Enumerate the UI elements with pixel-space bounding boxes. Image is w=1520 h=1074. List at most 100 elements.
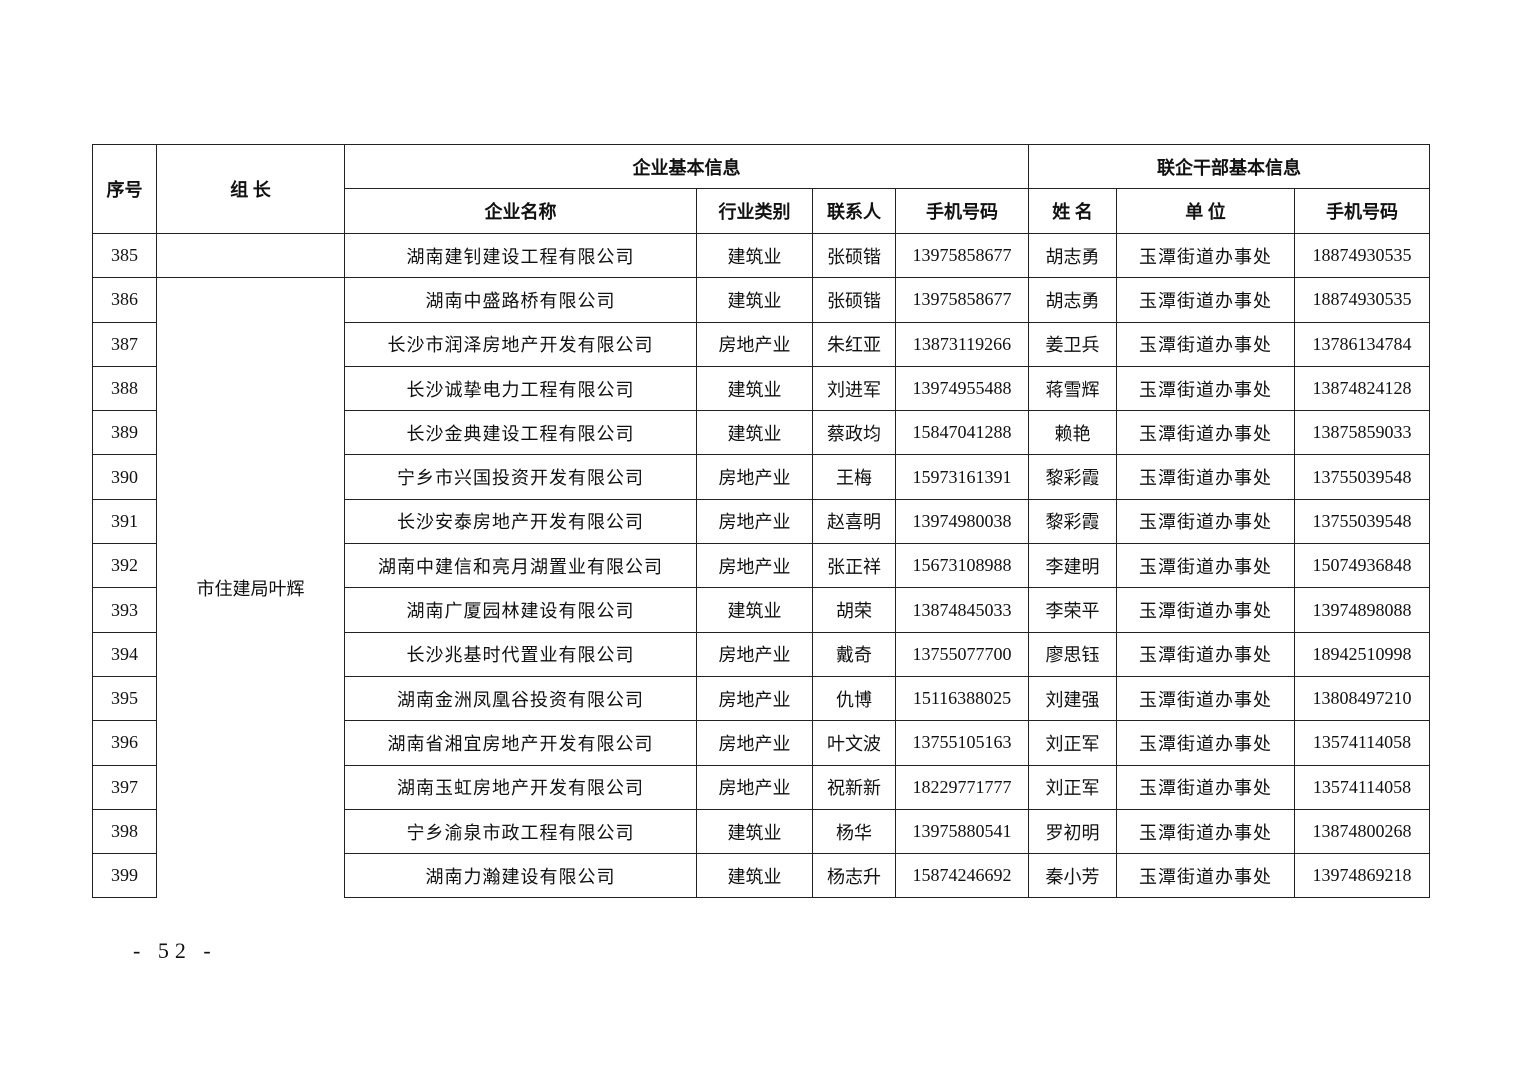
cell-seq: 393 — [92, 587, 157, 633]
table-row: 386 市住建局叶辉 湖南中盛路桥有限公司 建筑业 张硕锴 13975858677 胡志勇玉… — [92, 277, 1431, 898]
cell-unit: 玉潭街道办事处 — [1116, 277, 1295, 323]
cell-company: 湖南中盛路桥有限公司 — [344, 277, 697, 323]
table-row: 392 湖南中建信和亮月湖置业有限公司 房地产业 张正祥 15673108988 李建明玉… — [92, 543, 1431, 589]
cell-cadre-phone: 13574114058 — [1293, 764, 1431, 810]
header-company-name: 企业名称 — [344, 188, 697, 234]
page-number: - 52 - — [133, 938, 217, 963]
cell-industry: 建筑业 — [696, 410, 813, 456]
cell-phone: 13975880541 — [895, 808, 1029, 855]
cell-seq: 392 — [92, 543, 157, 589]
table-row: 390 宁乡市兴国投资开发有限公司 房地产业 王梅 15973161391 黎彩霞 玉潭街道… — [92, 454, 1431, 500]
cell-industry: 建筑业 — [696, 853, 813, 899]
table-row: 388 长沙诚挚电力工程有限公司 建筑业 刘进军 13974955488 蒋雪辉 玉潭街道办… — [92, 365, 1431, 412]
cell-seq: 391 — [92, 498, 157, 545]
cell-unit: 玉潭街道办事处 — [1116, 853, 1295, 899]
cell-seq: 388 — [92, 365, 157, 412]
header-cadre-info: 联企干部基本信息 — [1027, 144, 1431, 189]
header-industry: 行业类别 — [696, 188, 813, 234]
cell-phone: 13755105163 — [895, 720, 1029, 766]
cell-industry: 房地产业 — [696, 498, 813, 545]
cell-unit: 玉潭街道办事处 — [1116, 720, 1295, 766]
cell-contact: 赵喜明 — [812, 498, 896, 545]
cell-contact: 王梅 — [812, 454, 896, 500]
cell-company: 宁乡市兴国投资开发有限公司 — [344, 454, 697, 500]
cell-cadre: 姜卫兵 — [1028, 321, 1117, 367]
header-seq: 序号 — [92, 144, 157, 234]
cell-cadre-phone: 13875859033 — [1293, 410, 1431, 456]
cell-seq: 387 — [92, 321, 157, 367]
cell-cadre-phone: 18874930535 — [1293, 277, 1431, 323]
cell-cadre: 刘正军 — [1028, 764, 1117, 810]
cell-phone: 13874845033 — [895, 587, 1029, 633]
cell-cadre-phone: 13974869218 — [1293, 853, 1431, 899]
cell-company: 长沙安泰房地产开发有限公司 — [344, 498, 697, 545]
cell-contact: 张硕锴 — [812, 277, 896, 323]
cell-cadre: 胡志勇 — [1028, 277, 1117, 323]
table-row: 397 湖南玉虹房地产开发有限公司 房地产业 祝新新 18229771777 刘正军 玉潭街… — [92, 764, 1431, 810]
cell-industry: 房地产业 — [696, 543, 813, 589]
cell-industry: 房地产业 — [696, 321, 813, 367]
cell-unit: 玉潭街道办事处 — [1116, 321, 1295, 367]
cell-contact: 祝新新 — [812, 764, 896, 810]
cell-company: 湖南建钊建设工程有限公司 — [344, 232, 697, 279]
cell-phone: 15673108988 — [895, 543, 1029, 589]
cell-seq: 394 — [92, 631, 157, 677]
cell-cadre: 赖艳 — [1028, 410, 1117, 456]
cell-phone: 13755077700 — [895, 631, 1029, 677]
cell-unit: 玉潭街道办事处 — [1116, 543, 1295, 589]
cell-company: 湖南金洲凤凰谷投资有限公司 — [344, 675, 697, 722]
cell-cadre-phone: 13755039548 — [1293, 454, 1431, 500]
cell-company: 宁乡渝泉市政工程有限公司 — [344, 808, 697, 855]
header-cadre-name: 姓 名 — [1028, 188, 1117, 234]
cell-industry: 建筑业 — [696, 232, 813, 279]
table-row: 391 长沙安泰房地产开发有限公司 房地产业 赵喜明 13974980038 黎彩霞 玉潭街… — [92, 498, 1431, 545]
table-row: 393 湖南广厦园林建设有限公司 建筑业 胡荣 13874845033 李荣平 玉潭街道办事… — [92, 587, 1431, 633]
cell-company: 长沙诚挚电力工程有限公司 — [344, 365, 697, 412]
cell-cadre-phone: 15074936848 — [1293, 543, 1431, 589]
cell-cadre: 廖思钰 — [1028, 631, 1117, 677]
cell-industry: 建筑业 — [696, 277, 813, 323]
cell-cadre-phone: 13874800268 — [1293, 808, 1431, 855]
cell-contact: 张正祥 — [812, 543, 896, 589]
cell-group-leader: 市住建局叶辉 — [156, 277, 345, 898]
table-row: 394 长沙兆基时代置业有限公司 房地产业 戴奇 13755077700 廖思钰 玉潭街道办… — [92, 631, 1431, 677]
cell-industry: 建筑业 — [696, 587, 813, 633]
liaison-table: 序号 组 长 企业基本信息 联企干部基本信息 企业名称 行业类别 联系人 手机号… — [92, 144, 1431, 899]
cell-phone: 13975858677 — [895, 232, 1029, 279]
cell-cadre: 刘建强 — [1028, 675, 1117, 722]
cell-unit: 玉潭街道办事处 — [1116, 410, 1295, 456]
header-leader: 组 长 — [156, 144, 345, 234]
cell-contact: 戴奇 — [812, 631, 896, 677]
cell-cadre-phone: 13786134784 — [1293, 321, 1431, 367]
cell-cadre-phone: 18942510998 — [1293, 631, 1431, 677]
cell-company: 湖南中建信和亮月湖置业有限公司 — [344, 543, 697, 589]
cell-cadre-phone: 13974898088 — [1293, 587, 1431, 633]
cell-phone: 13873119266 — [895, 321, 1029, 367]
cell-phone: 15116388025 — [895, 675, 1029, 722]
cell-seq: 390 — [92, 454, 157, 500]
cell-cadre-phone: 13574114058 — [1293, 720, 1431, 766]
cell-cadre: 胡志勇 — [1028, 232, 1117, 279]
cell-seq: 386 — [92, 277, 157, 323]
cell-company: 长沙兆基时代置业有限公司 — [344, 631, 697, 677]
cell-contact: 朱红亚 — [812, 321, 896, 367]
cell-cadre-phone: 18874930535 — [1293, 232, 1431, 279]
cell-unit: 玉潭街道办事处 — [1116, 232, 1295, 279]
table-row: 399 湖南力瀚建设有限公司 建筑业 杨志升 15874246692 秦小芳 玉潭街道办事处… — [92, 853, 1431, 899]
table-row: 387 长沙市润泽房地产开发有限公司 房地产业 朱红亚 13873119266 姜卫兵 玉潭… — [92, 321, 1431, 367]
cell-contact: 杨志升 — [812, 853, 896, 899]
cell-industry: 建筑业 — [696, 808, 813, 855]
cell-cadre: 刘正军 — [1028, 720, 1117, 766]
cell-phone: 15973161391 — [895, 454, 1029, 500]
cell-company: 湖南省湘宜房地产开发有限公司 — [344, 720, 697, 766]
header-contact: 联系人 — [812, 188, 896, 234]
cell-contact: 张硕锴 — [812, 232, 896, 279]
cell-cadre: 罗初明 — [1028, 808, 1117, 855]
cell-industry: 房地产业 — [696, 720, 813, 766]
cell-contact: 胡荣 — [812, 587, 896, 633]
cell-unit: 玉潭街道办事处 — [1116, 675, 1295, 722]
cell-phone: 13975858677 — [895, 277, 1029, 323]
table-row: 396 湖南省湘宜房地产开发有限公司 房地产业 叶文波 13755105163 刘正军 玉潭… — [92, 720, 1431, 766]
cell-contact: 刘进军 — [812, 365, 896, 412]
cell-cadre: 黎彩霞 — [1028, 498, 1117, 545]
